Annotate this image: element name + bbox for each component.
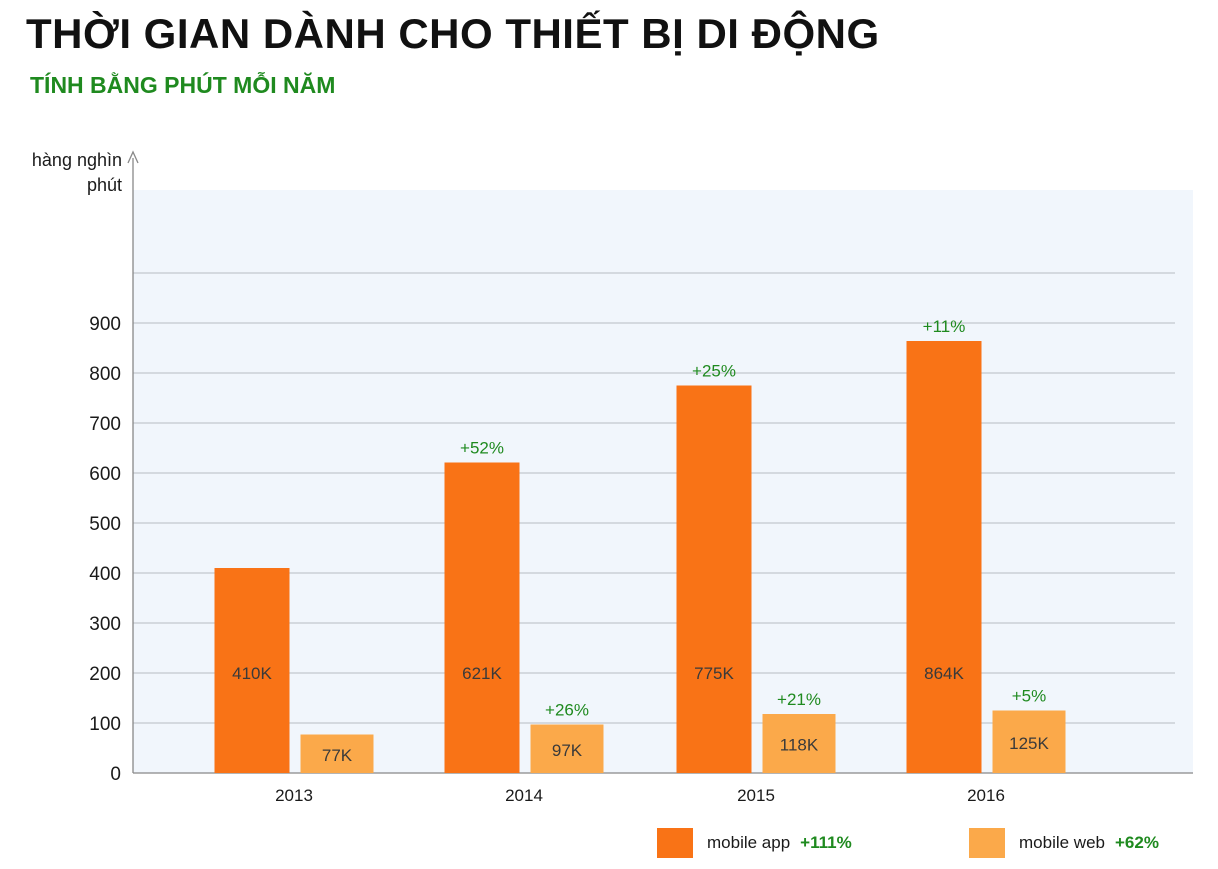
growth-label: +5%: [1012, 687, 1047, 706]
bar-mobile-app: [444, 462, 520, 773]
growth-label: +26%: [545, 701, 589, 720]
x-tick-label: 2016: [967, 786, 1005, 805]
legend-label-mobile-web: mobile web: [1019, 833, 1105, 852]
growth-label: +11%: [923, 317, 966, 336]
x-tick-label: 2013: [275, 786, 313, 805]
plot-area: [133, 190, 1193, 773]
y-tick-label: 600: [89, 464, 121, 485]
y-tick-label: 100: [89, 714, 121, 735]
y-tick-label: 800: [89, 364, 121, 385]
bar-value-label: 97K: [552, 741, 583, 760]
bar-mobile-app: [906, 341, 982, 773]
legend-item-mobile-web: mobile web +62%: [969, 828, 1159, 858]
y-tick-label: 900: [89, 314, 121, 335]
bar-mobile-web: [300, 734, 374, 773]
y-tick-label: 300: [89, 614, 121, 635]
chart-subtitle: TÍNH BẰNG PHÚT MỖI NĂM: [30, 72, 336, 98]
bar-mobile-web: [762, 714, 836, 773]
x-tick-label: 2014: [505, 786, 543, 805]
y-tick-label: 0: [110, 764, 121, 785]
y-tick-label: 200: [89, 664, 121, 685]
legend-item-mobile-app: mobile app +111%: [657, 828, 852, 858]
bar-mobile-web: [530, 724, 604, 773]
bar-mobile-web: [992, 710, 1066, 773]
bar-value-label: 621K: [462, 664, 502, 683]
x-tick-label: 2015: [737, 786, 775, 805]
growth-label: +52%: [460, 439, 504, 458]
legend-swatch-mobile-app: [657, 828, 693, 858]
y-tick-label: 400: [89, 564, 121, 585]
y-axis-unit-line1: hàng nghìn: [31, 150, 122, 170]
bar-value-label: 775K: [694, 664, 734, 683]
bar-value-label: 410K: [232, 664, 272, 683]
legend-change-mobile-web: +62%: [1115, 833, 1159, 852]
bar-value-label: 125K: [1009, 734, 1049, 753]
bar-value-label: 118K: [780, 736, 819, 755]
bar-value-label: 864K: [924, 664, 964, 683]
legend-change-mobile-app: +111%: [800, 833, 852, 852]
bar-mobile-app: [214, 568, 290, 773]
bar-mobile-app: [676, 385, 752, 773]
y-axis-unit-label: hàng nghìn phút: [10, 148, 122, 198]
y-axis-unit-line2: phút: [86, 175, 122, 195]
y-axis-arrow-icon: [127, 150, 139, 164]
y-tick-label: 700: [89, 414, 121, 435]
chart-title: THỜI GIAN DÀNH CHO THIẾT BỊ DI ĐỘNG: [26, 10, 880, 57]
growth-label: +21%: [777, 690, 821, 709]
y-tick-label: 500: [89, 514, 121, 535]
bar-value-label: 77K: [322, 746, 353, 765]
growth-label: +25%: [692, 362, 736, 381]
legend-swatch-mobile-web: [969, 828, 1005, 858]
legend-label-mobile-app: mobile app: [707, 833, 791, 852]
